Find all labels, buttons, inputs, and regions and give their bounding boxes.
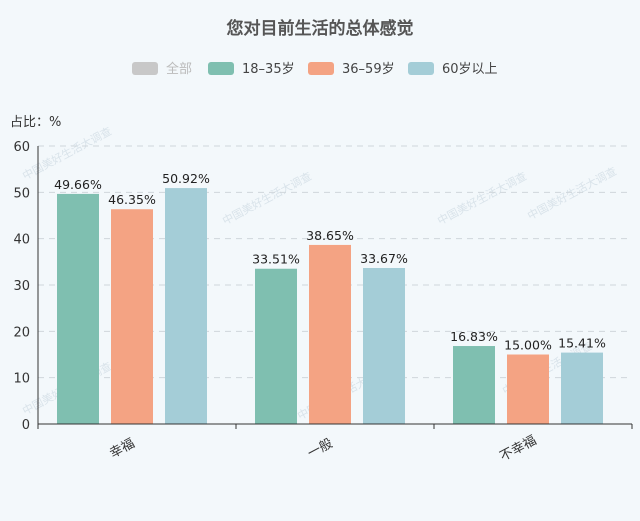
bar[interactable] — [309, 244, 351, 424]
x-category-label: 一般 — [305, 435, 335, 461]
x-category-label: 幸福 — [107, 436, 137, 461]
y-tick-label: 20 — [13, 325, 30, 340]
legend-swatch[interactable] — [132, 62, 158, 75]
legend-label[interactable]: 60岁以上 — [442, 62, 498, 77]
legend-label[interactable]: 全部 — [166, 61, 192, 77]
data-label: 15.00% — [504, 338, 552, 353]
y-axis-unit-label: 占比：% — [10, 115, 61, 130]
watermark-text: 中国美好生活大调查 — [20, 124, 114, 183]
legend-swatch[interactable] — [208, 62, 234, 75]
x-category-label: 不幸福 — [498, 433, 539, 465]
y-tick-label: 30 — [13, 279, 30, 294]
bar[interactable] — [165, 188, 207, 424]
legend-label[interactable]: 18–35岁 — [242, 62, 295, 77]
bar[interactable] — [507, 354, 549, 425]
bar[interactable] — [561, 352, 603, 424]
data-label: 49.66% — [54, 177, 102, 192]
data-label: 33.51% — [252, 252, 300, 267]
bar[interactable] — [57, 193, 99, 424]
legend: 全部 18–35岁 36–59岁 60岁以上 — [132, 61, 498, 77]
legend-swatch[interactable] — [308, 62, 334, 75]
bar[interactable] — [111, 209, 153, 424]
bar[interactable] — [453, 346, 495, 424]
legend-label[interactable]: 36–59岁 — [342, 62, 395, 77]
data-label: 50.92% — [162, 171, 210, 186]
bar[interactable] — [363, 267, 405, 424]
watermark-text: 中国美好生活大调查 — [525, 164, 619, 223]
watermark-text: 中国美好生活大调查 — [220, 169, 314, 228]
data-label: 33.67% — [360, 251, 408, 266]
bars: 49.66% 46.35% 50.92% 33.51% 38.65% 33.67% 16.8… — [54, 171, 606, 424]
data-label: 46.35% — [108, 192, 156, 207]
y-tick-label: 0 — [22, 418, 30, 433]
chart-title: 您对目前生活的总体感觉 — [227, 18, 414, 39]
legend-swatch[interactable] — [408, 62, 434, 75]
data-label: 38.65% — [306, 228, 354, 243]
data-label: 16.83% — [450, 329, 498, 344]
y-tick-label: 40 — [13, 233, 30, 248]
y-tick-label: 50 — [13, 186, 30, 201]
y-tick-label: 60 — [13, 140, 30, 155]
watermark-text: 中国美好生活大调查 — [435, 169, 529, 228]
bar[interactable] — [255, 268, 297, 424]
y-tick-label: 10 — [13, 372, 30, 387]
data-label: 15.41% — [558, 336, 606, 351]
